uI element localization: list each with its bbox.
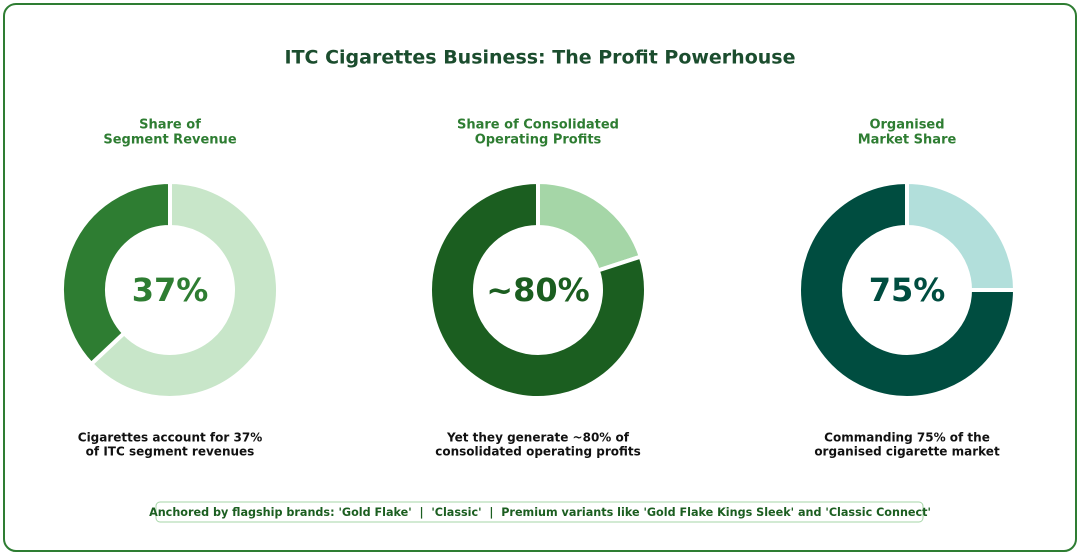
chart-title: Organised [869, 118, 944, 133]
donut-segment [60, 179, 172, 367]
caption: Cigarettes account for 37% [78, 431, 262, 445]
caption: consolidated operating profits [435, 445, 641, 459]
chart-title: Operating Profits [475, 133, 602, 148]
caption: organised cigarette market [814, 445, 1000, 459]
center-label: 37% [132, 271, 209, 309]
donut-segment [797, 179, 1018, 400]
center-label: 75% [869, 271, 946, 309]
chart-title: Segment Revenue [103, 133, 236, 148]
chart-title: Market Share [858, 133, 957, 148]
center-label: ~80% [486, 271, 589, 309]
chart-title: Share of Consolidated [457, 118, 619, 133]
caption: Commanding 75% of the [824, 431, 990, 445]
page-title: ITC Cigarettes Business: The Profit Powe… [285, 47, 796, 69]
caption: of ITC segment revenues [86, 445, 255, 459]
donut-segment [88, 179, 280, 400]
donut-segment [905, 179, 1018, 292]
chart-title: Share of [139, 118, 201, 133]
donut-segment [428, 179, 648, 400]
frame [3, 3, 1077, 552]
footer-box [155, 501, 924, 523]
caption: Yet they generate ~80% of [446, 431, 630, 445]
footer-text: Anchored by flagship brands: 'Gold Flake… [149, 506, 931, 519]
